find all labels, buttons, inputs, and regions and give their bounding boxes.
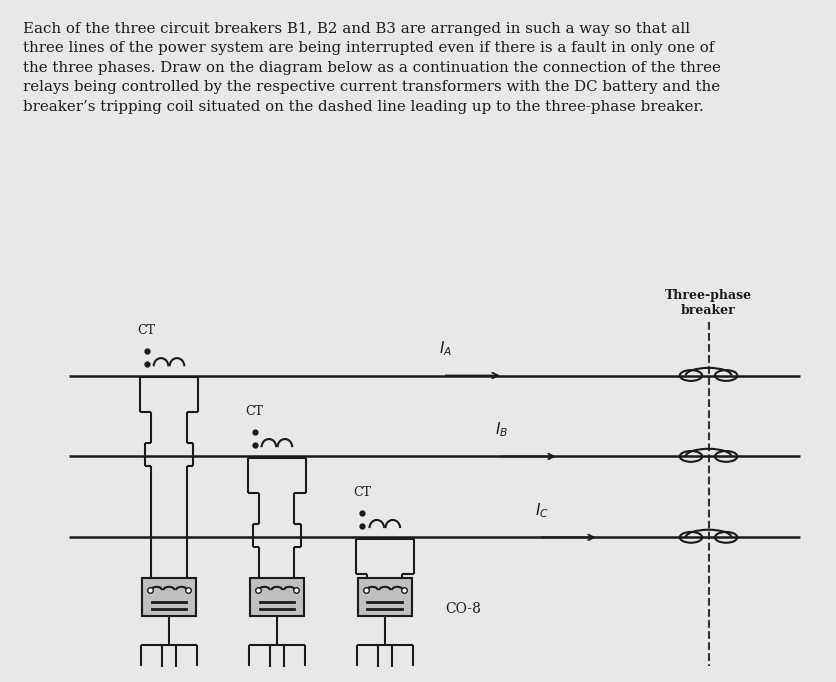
Bar [249, 578, 303, 617]
Text: CO-8: CO-8 [444, 602, 480, 616]
Bar [141, 578, 196, 617]
Text: $I_B$: $I_B$ [494, 420, 507, 439]
Text: Three-phase
breaker: Three-phase breaker [664, 288, 752, 317]
Text: CT: CT [245, 404, 263, 417]
Text: CT: CT [353, 486, 371, 499]
Text: Each of the three circuit breakers B1, B2 and B3 are arranged in such a way so t: Each of the three circuit breakers B1, B… [23, 22, 721, 114]
Bar [357, 578, 411, 617]
Text: CT: CT [137, 324, 155, 337]
Text: $I_A$: $I_A$ [438, 340, 451, 358]
Text: $I_C$: $I_C$ [534, 501, 548, 520]
